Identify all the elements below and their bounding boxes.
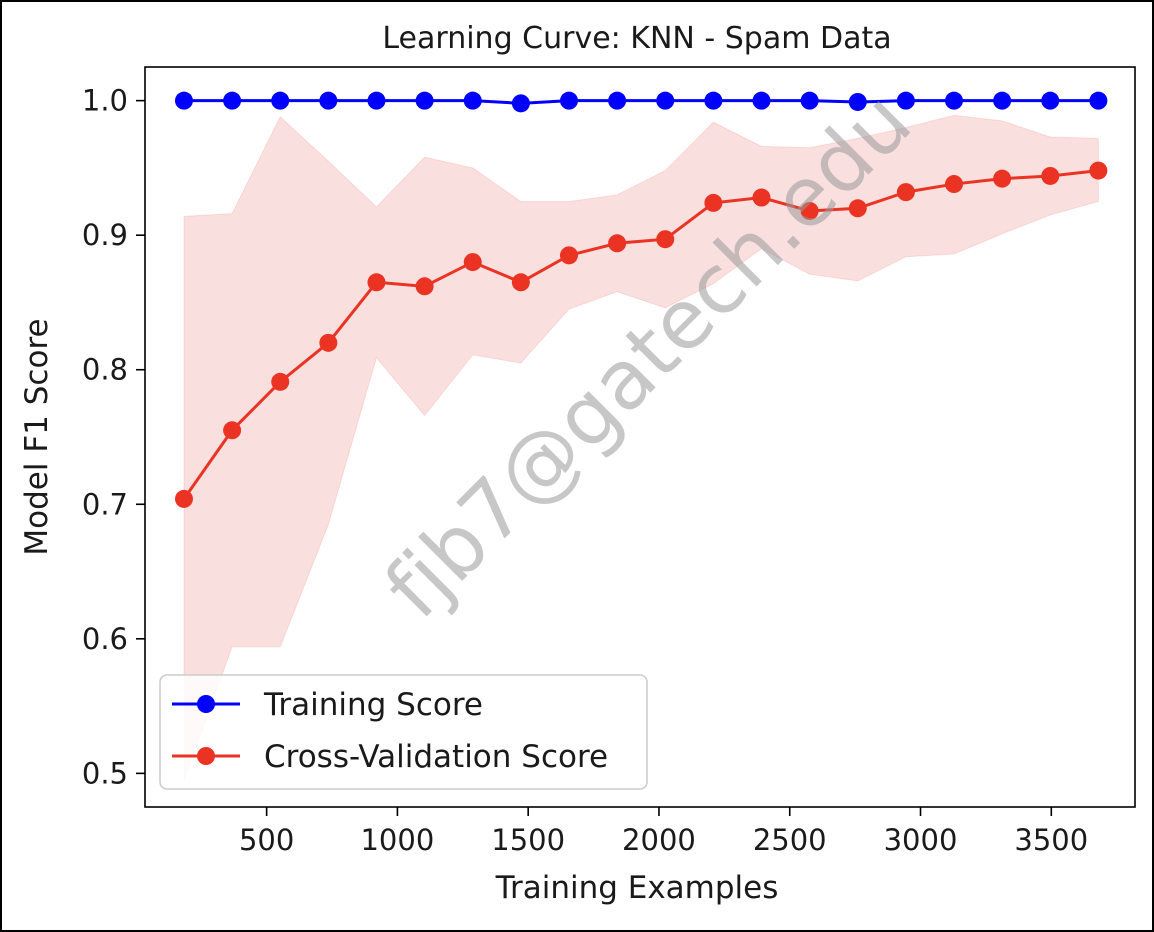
data-point-series-0-4 — [367, 91, 386, 110]
data-point-series-1-14 — [848, 199, 867, 218]
legend-box — [159, 674, 648, 790]
legend-entry-training: Training Score — [172, 687, 483, 723]
data-point-series-1-10 — [656, 230, 675, 249]
y-tick-label-1: 0.6 — [82, 622, 128, 656]
y-tick-label-3: 0.8 — [82, 353, 128, 387]
y-axis-ticks: 0.5 0.6 0.7 0.8 0.9 1.0 — [82, 84, 145, 790]
legend-label-training: Training Score — [263, 687, 483, 723]
confidence-band-layer — [183, 114, 1099, 782]
data-point-series-1-2 — [271, 372, 290, 391]
data-point-series-1-3 — [319, 333, 338, 352]
data-point-series-1-0 — [174, 489, 193, 508]
data-point-series-0-14 — [848, 92, 867, 111]
legend-entry-cross-validation: Cross-Validation Score — [172, 739, 608, 775]
data-point-series-0-1 — [223, 91, 242, 110]
data-point-series-1-15 — [896, 183, 915, 202]
y-tick-label-5: 1.0 — [82, 84, 128, 118]
legend-swatch-training-marker — [197, 695, 215, 713]
x-tick-label-3: 2000 — [622, 823, 696, 857]
data-point-series-0-12 — [752, 91, 771, 110]
x-tick-label-0: 500 — [239, 823, 294, 857]
data-point-series-0-9 — [608, 91, 627, 110]
data-point-series-1-6 — [463, 253, 482, 272]
data-point-series-1-8 — [559, 246, 578, 265]
x-axis-label: Training Examples — [495, 870, 779, 906]
chart-title: Learning Curve: KNN - Spam Data — [382, 21, 891, 56]
data-point-series-1-11 — [704, 193, 723, 212]
data-point-series-0-3 — [319, 91, 338, 110]
data-point-series-0-15 — [896, 91, 915, 110]
data-point-series-1-9 — [608, 234, 627, 253]
data-point-series-0-19 — [1089, 91, 1108, 110]
data-point-series-1-16 — [945, 175, 964, 194]
data-point-series-0-2 — [271, 91, 290, 110]
y-tick-label-2: 0.7 — [82, 487, 128, 521]
x-tick-label-4: 2500 — [753, 823, 827, 857]
data-point-series-0-8 — [559, 91, 578, 110]
data-point-series-1-4 — [367, 273, 386, 292]
data-point-series-1-12 — [752, 188, 771, 207]
data-point-series-1-17 — [993, 169, 1012, 188]
y-tick-label-4: 0.9 — [82, 218, 128, 252]
plot-border — [144, 66, 1136, 808]
data-point-series-1-5 — [415, 277, 434, 296]
data-point-series-0-13 — [800, 91, 819, 110]
x-tick-label-6: 3500 — [1014, 823, 1088, 857]
data-point-series-1-18 — [1041, 166, 1060, 185]
data-point-series-0-10 — [656, 91, 675, 110]
series-layer — [174, 91, 1108, 508]
data-point-series-1-1 — [223, 421, 242, 440]
data-point-series-1-7 — [511, 273, 530, 292]
data-point-series-0-7 — [511, 94, 530, 113]
y-axis-label: Model F1 Score — [19, 318, 55, 555]
x-axis-ticks: 500 1000 1500 2000 2500 3000 3500 — [239, 807, 1088, 857]
data-point-series-0-16 — [945, 91, 964, 110]
legend-swatch-cv-marker — [197, 747, 215, 765]
legend: Training Score Cross-Validation Score — [159, 674, 648, 790]
data-point-series-0-18 — [1041, 91, 1060, 110]
y-tick-label-0: 0.5 — [82, 756, 128, 790]
data-point-series-0-0 — [174, 91, 193, 110]
legend-label-cross-validation: Cross-Validation Score — [264, 739, 608, 775]
x-tick-label-2: 1500 — [491, 823, 565, 857]
confidence-band-series-1 — [183, 114, 1099, 782]
data-point-series-0-11 — [704, 91, 723, 110]
data-point-series-0-17 — [993, 91, 1012, 110]
x-tick-label-1: 1000 — [360, 823, 434, 857]
data-point-series-1-19 — [1089, 161, 1108, 180]
data-point-series-0-6 — [463, 91, 482, 110]
x-tick-label-5: 3000 — [884, 823, 958, 857]
data-point-series-0-5 — [415, 91, 434, 110]
data-point-series-1-13 — [800, 201, 819, 220]
